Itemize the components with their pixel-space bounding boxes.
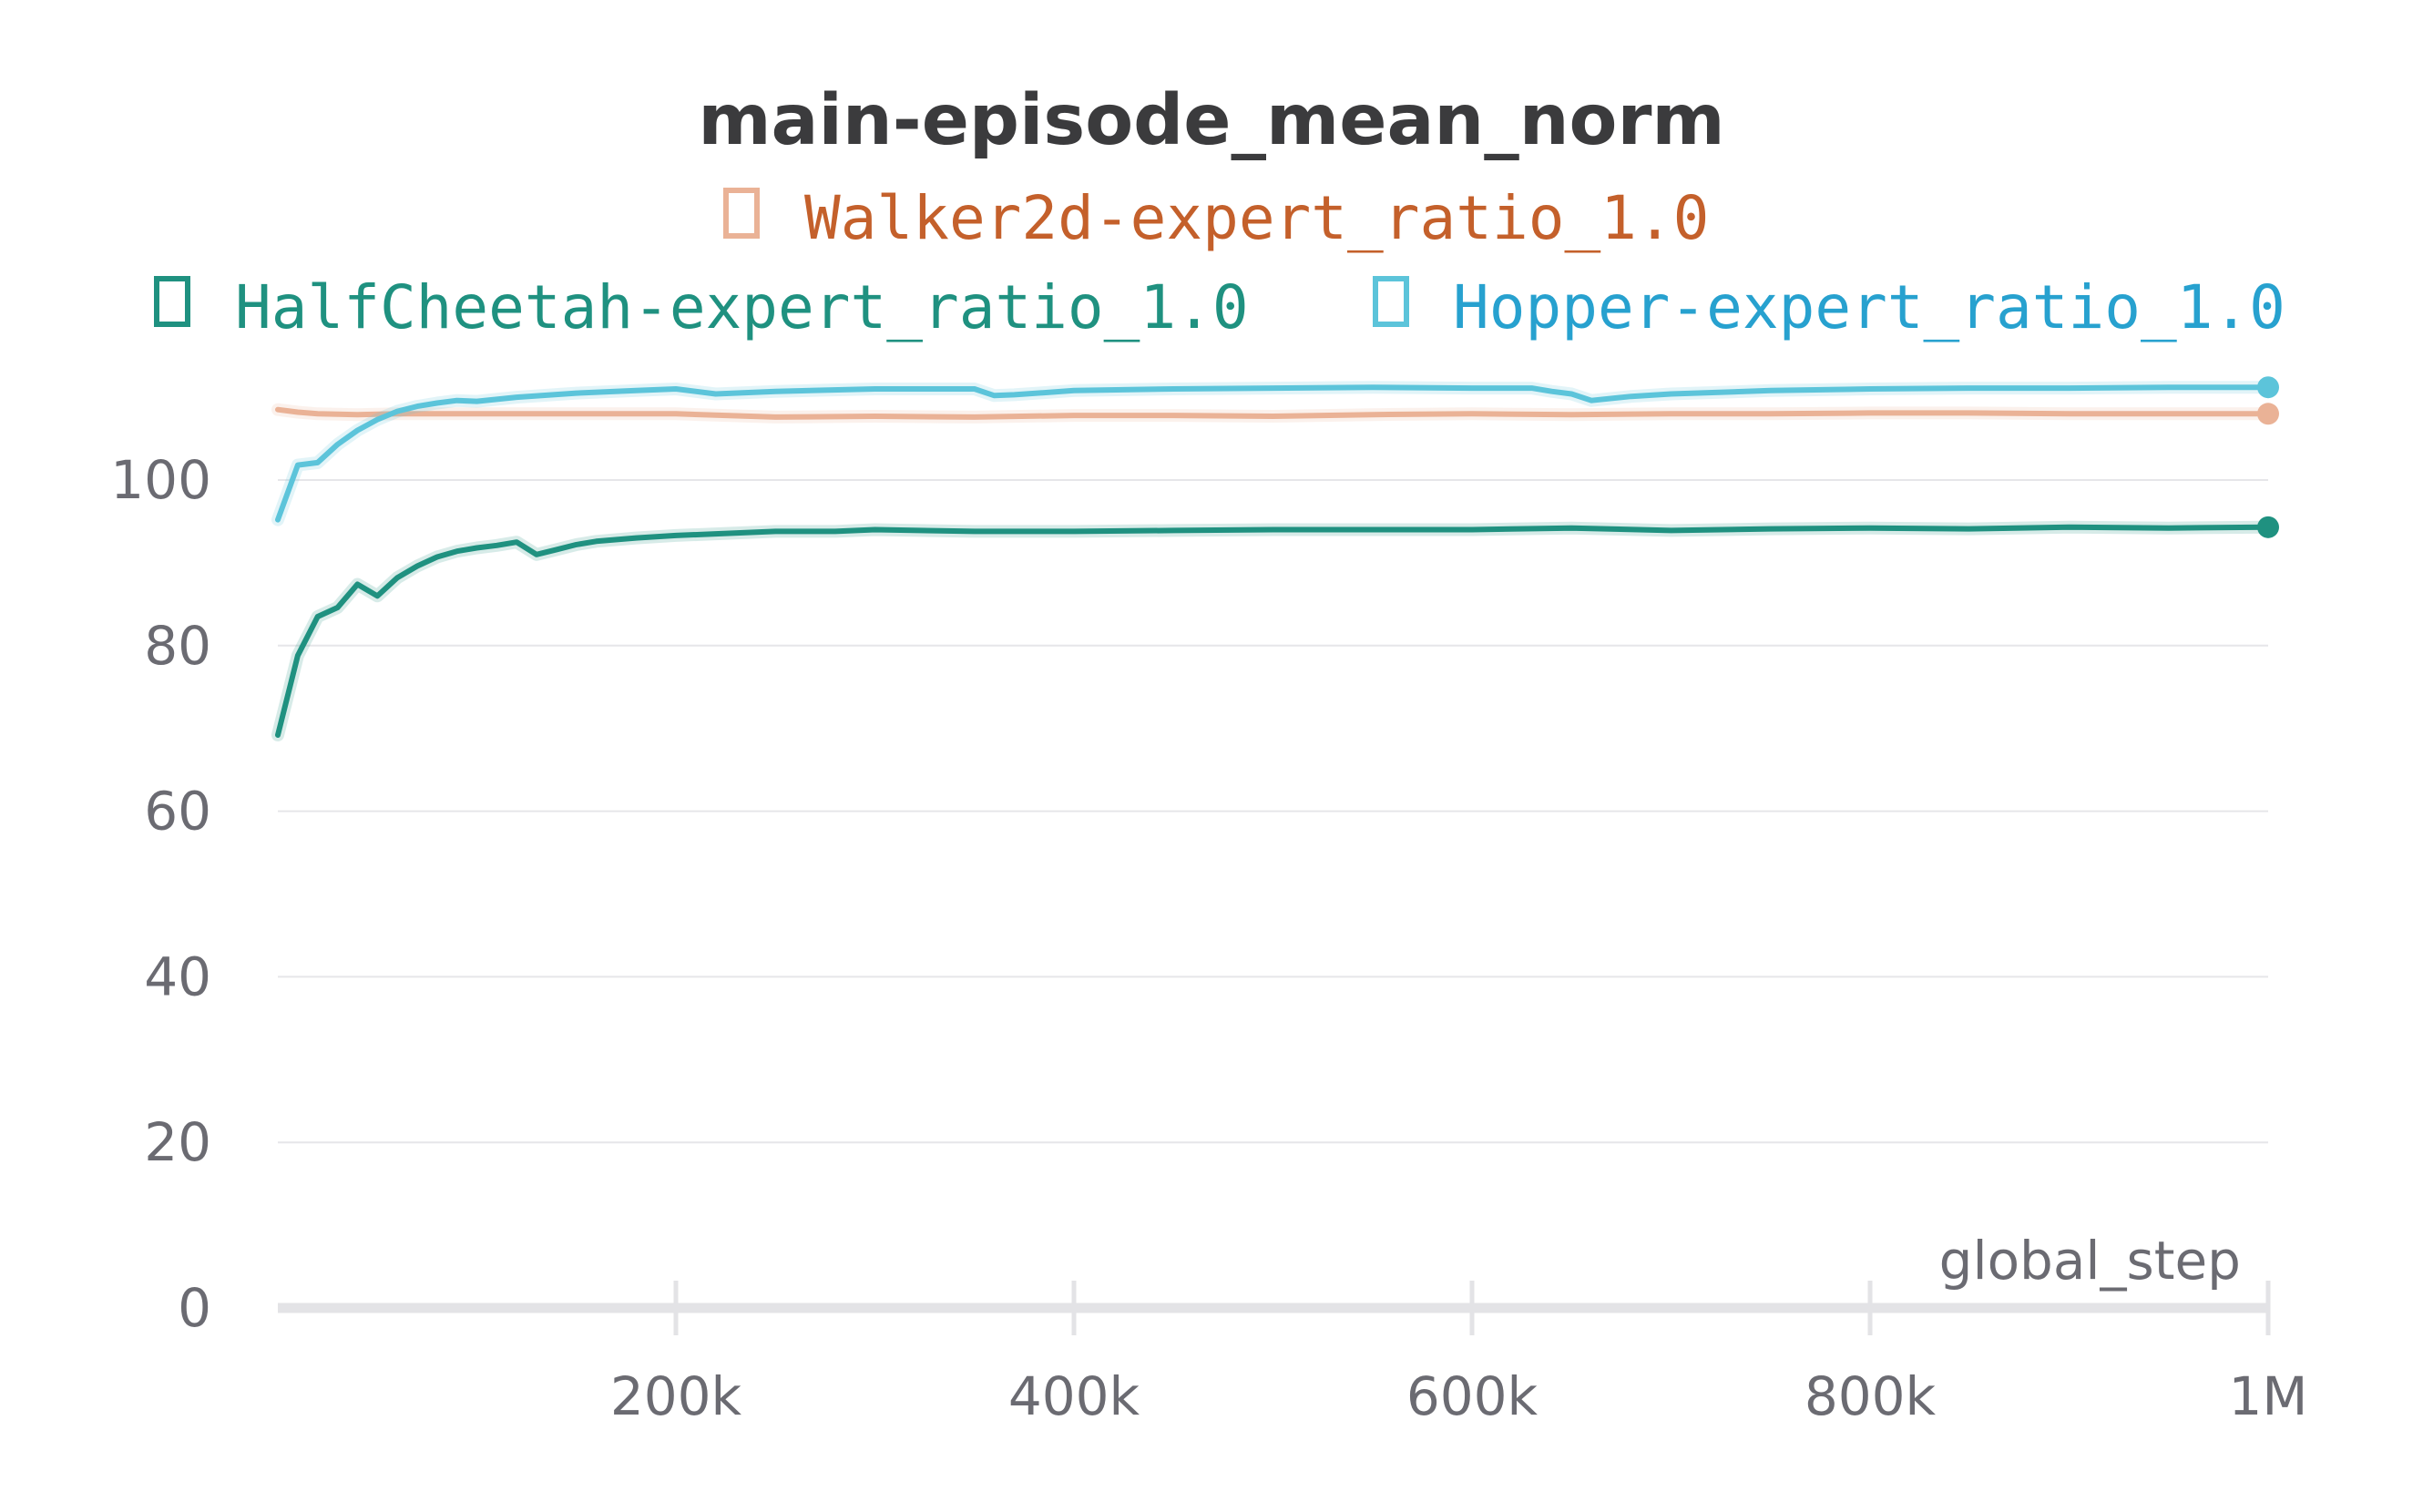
series-line-halfcheetah[interactable]: [275, 524, 2271, 738]
y-tick-label-100: 100: [110, 449, 211, 511]
legend-item-walker2d[interactable]: Walker2d-expert_ratio_1.0: [723, 183, 1709, 253]
legend-marker-walker2d-icon: [723, 188, 760, 239]
legend-label-walker2d: Walker2d-expert_ratio_1.0: [804, 183, 1709, 253]
series-line-hopper[interactable]: [275, 384, 2271, 523]
y-tick-label-0: 0: [178, 1277, 211, 1339]
series-endpoint-hopper[interactable]: [2257, 376, 2279, 399]
series-layer: [271, 376, 2279, 741]
legend-label-hopper: Hopper-expert_ratio_1.0: [1453, 272, 2285, 342]
gridlines: [278, 479, 2268, 1144]
y-tick-label-60: 60: [144, 781, 211, 843]
y-tick-label-40: 40: [144, 945, 211, 1007]
x-tick-label-800k: 800k: [1804, 1365, 1937, 1427]
legend-item-halfcheetah[interactable]: HalfCheetah-expert_ratio_1.0: [154, 272, 1249, 342]
chart-title: main-episode_mean_norm: [698, 80, 1724, 161]
y-tick-label-80: 80: [144, 615, 211, 677]
x-tick-label-1M: 1M: [2229, 1365, 2308, 1427]
x-axis: 200k 400k 600k 800k 1M: [278, 1281, 2307, 1427]
legend-marker-hopper-icon: [1373, 276, 1409, 327]
x-tick-label-400k: 400k: [1008, 1365, 1140, 1427]
series-endpoint-walker2d[interactable]: [2257, 403, 2279, 425]
x-tick-label-200k: 200k: [610, 1365, 742, 1427]
series-halo-halfcheetah: [271, 520, 2275, 741]
legend-item-hopper[interactable]: Hopper-expert_ratio_1.0: [1373, 272, 2285, 342]
y-tick-label-20: 20: [144, 1111, 211, 1173]
x-tick-label-600k: 600k: [1406, 1365, 1539, 1427]
legend-marker-halfcheetah-icon: [154, 276, 190, 327]
x-axis-title: global_step: [1939, 1230, 2241, 1292]
series-endpoint-halfcheetah[interactable]: [2257, 516, 2279, 538]
legend-label-halfcheetah: HalfCheetah-expert_ratio_1.0: [235, 272, 1249, 342]
y-axis: 0 20 40 60 80 100: [110, 449, 211, 1339]
legend: Walker2d-expert_ratio_1.0 HalfCheetah-ex…: [154, 183, 2285, 342]
